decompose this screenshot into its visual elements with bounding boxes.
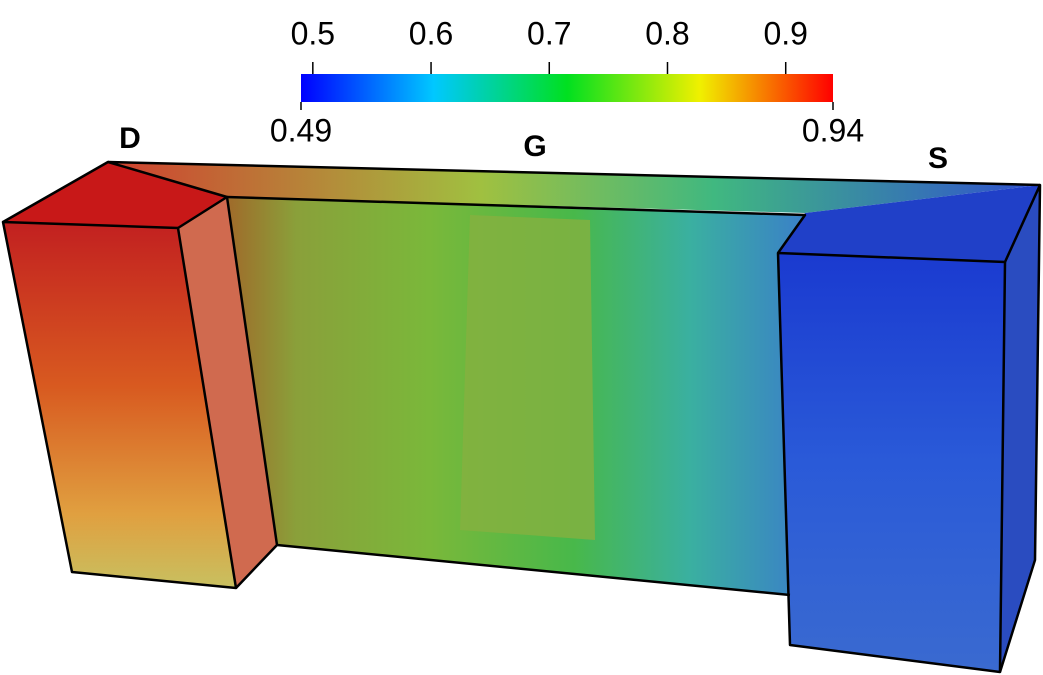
edge (998, 183, 1042, 673)
source-front (778, 253, 1005, 672)
tick-label: 0.6 (409, 15, 453, 51)
edge (226, 195, 807, 254)
source-top (778, 185, 1040, 262)
back-top (108, 162, 1040, 213)
source-side (1000, 185, 1040, 672)
range-label: 0.49 (270, 112, 332, 148)
edge (2, 160, 229, 230)
drain-side (178, 197, 277, 588)
edge (107, 160, 1041, 187)
range-label: 0.94 (802, 112, 864, 148)
tick-label: 0.9 (763, 15, 807, 51)
region-label: S (928, 142, 948, 175)
tick-label: 0.7 (527, 15, 571, 51)
region-label: G (523, 130, 546, 163)
region-label: D (119, 122, 141, 155)
gate-region (460, 215, 595, 540)
edge (276, 543, 791, 597)
tick-label: 0.5 (291, 15, 335, 51)
tick-label: 0.8 (645, 15, 689, 51)
colorbar (301, 74, 833, 102)
drain-top (3, 162, 227, 228)
drain-front (3, 222, 236, 588)
device-geometry (1, 160, 1042, 674)
